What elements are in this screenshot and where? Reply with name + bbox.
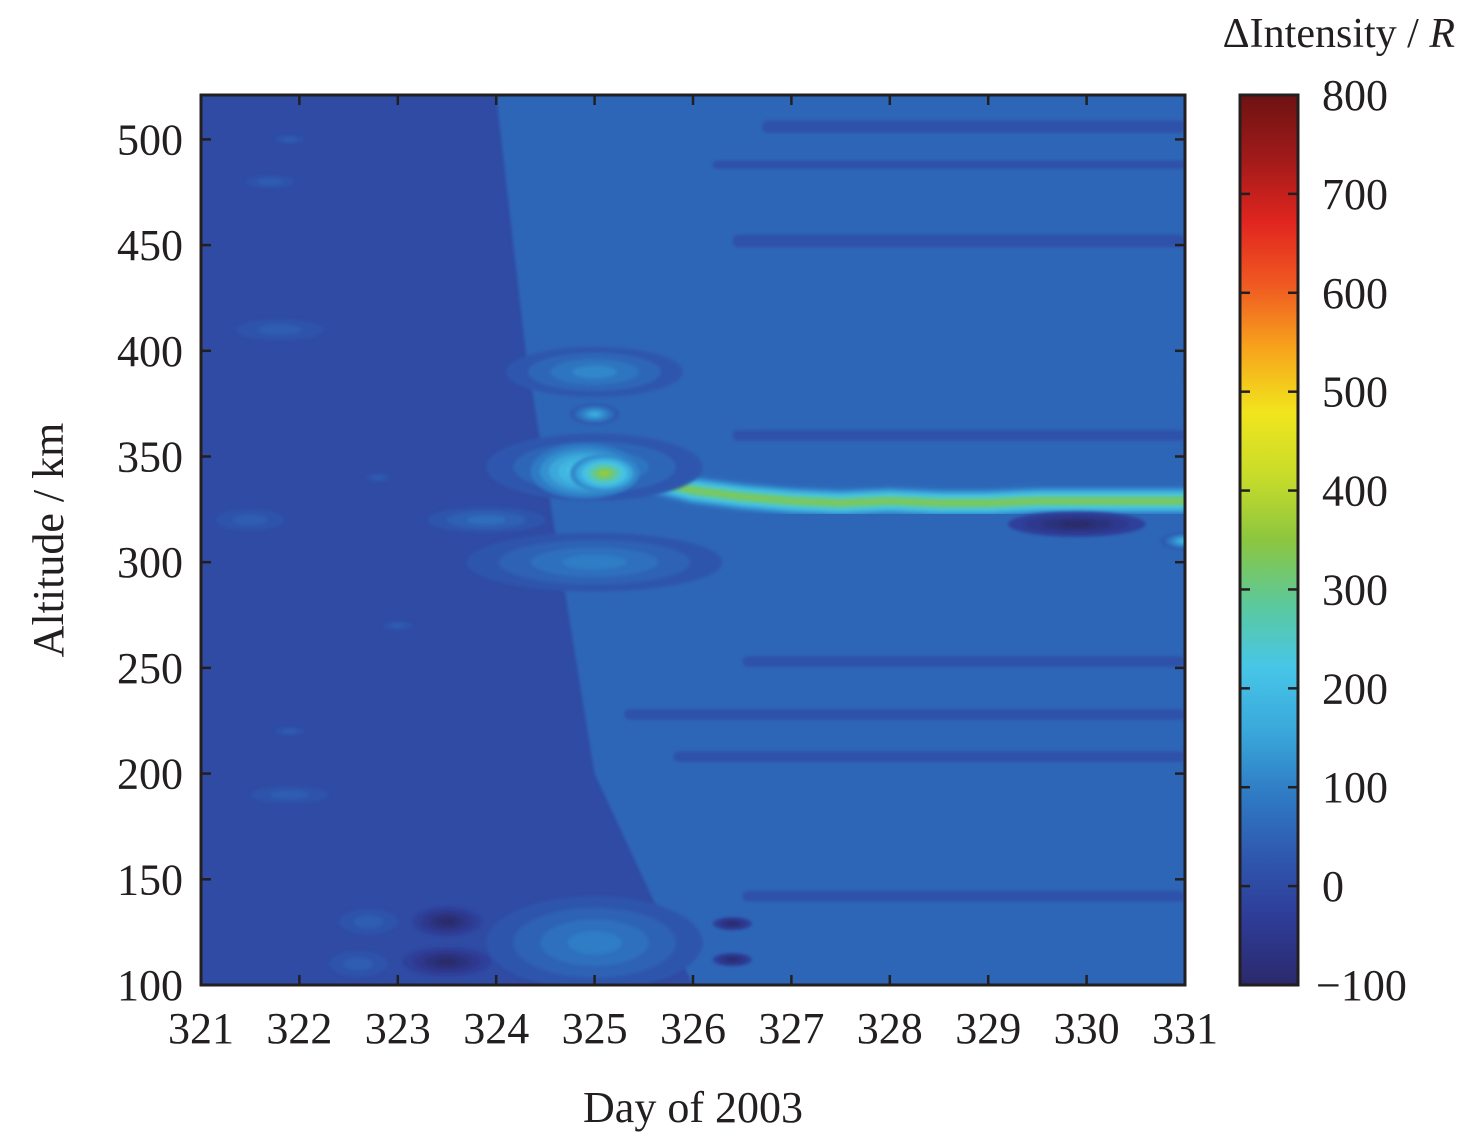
axis-labels: 321 322 323 324 325 326 327 328 329 330 331 100 150 2…: [117, 71, 1407, 1053]
x-tick-label: 326: [660, 1004, 726, 1053]
negative-blob: [435, 958, 459, 966]
colorbar-tick-label: 100: [1322, 763, 1388, 812]
axis-ticks: [199, 95, 1187, 987]
colorbar-tick-label: 700: [1322, 170, 1388, 219]
contour-band: [732, 234, 1185, 248]
y-tick-label: 100: [117, 961, 183, 1010]
intensity-blob: [372, 475, 385, 480]
intensity-blob: [282, 729, 297, 734]
x-tick-label: 329: [955, 1004, 1021, 1053]
contour-band: [624, 709, 1185, 720]
x-tick-label: 327: [758, 1004, 824, 1053]
y-tick-label: 300: [117, 538, 183, 587]
colorbar-gradient: [1240, 95, 1298, 985]
colorbar-tick-label: 0: [1322, 862, 1344, 911]
x-tick-label: 321: [168, 1004, 234, 1053]
negative-blob: [1059, 520, 1094, 528]
y-tick-label: 250: [117, 644, 183, 693]
negative-blob: [727, 922, 738, 926]
heatmap-plot-area: [199, 93, 1187, 987]
negative-blob: [438, 917, 456, 926]
colorbar-title-main: ΔIntensity /: [1223, 11, 1430, 57]
y-tick-label: 200: [117, 750, 183, 799]
colorbar-frame: [1238, 93, 1300, 987]
colorbar-tick-label: 500: [1322, 368, 1388, 417]
colorbar: [1238, 93, 1300, 987]
x-axis-title: Day of 2003: [583, 1083, 803, 1132]
contour-region: [496, 95, 1185, 985]
intensity-blob: [282, 137, 297, 142]
x-tick-label: 322: [266, 1004, 332, 1053]
colorbar-tick-label: 200: [1322, 664, 1388, 713]
contour-band: [742, 656, 1185, 667]
y-tick-label: 400: [117, 327, 183, 376]
negative-blob: [727, 958, 738, 962]
x-tick-label: 323: [365, 1004, 431, 1053]
contour-band: [712, 160, 1185, 169]
intensity-blob: [567, 931, 622, 955]
colorbar-tick-label: 400: [1322, 467, 1388, 516]
x-tick-label: 324: [463, 1004, 529, 1053]
intensity-blob: [598, 470, 611, 477]
colorbar-tick-label: 300: [1322, 565, 1388, 614]
intensity-blob: [257, 178, 283, 185]
intensity-blob: [257, 324, 302, 335]
y-tick-label: 450: [117, 221, 183, 270]
intensity-blob: [390, 623, 406, 628]
x-tick-label: 328: [857, 1004, 923, 1053]
y-tick-label: 350: [117, 432, 183, 481]
intensity-blob: [343, 957, 374, 971]
y-tick-label: 150: [117, 855, 183, 904]
intensity-blob: [269, 790, 310, 799]
colorbar-title: ΔIntensity / R: [1223, 11, 1455, 57]
x-tick-label: 331: [1152, 1004, 1218, 1053]
intensity-blob: [590, 412, 599, 416]
intensity-blob: [572, 365, 617, 379]
x-tick-label: 325: [562, 1004, 628, 1053]
x-tick-label: 330: [1054, 1004, 1120, 1053]
y-axis-title: Altitude / km: [24, 423, 73, 658]
colorbar-tick-label: 600: [1322, 269, 1388, 318]
y-tick-label: 500: [117, 115, 183, 164]
contour-band: [742, 890, 1185, 902]
colorbar-tick-label: 800: [1322, 71, 1388, 120]
colorbar-ticks: [1240, 93, 1298, 987]
intensity-blob: [353, 915, 384, 928]
heatmap-contours: [215, 95, 1185, 985]
intensity-blob: [562, 554, 627, 570]
contour-band: [761, 120, 1185, 134]
contour-band: [673, 751, 1185, 762]
intensity-blob: [232, 514, 268, 526]
intensity-blob: [466, 515, 507, 525]
contour-band: [732, 430, 1185, 441]
colorbar-title-unit: R: [1428, 11, 1455, 57]
colorbar-tick-label: −100: [1316, 961, 1407, 1010]
